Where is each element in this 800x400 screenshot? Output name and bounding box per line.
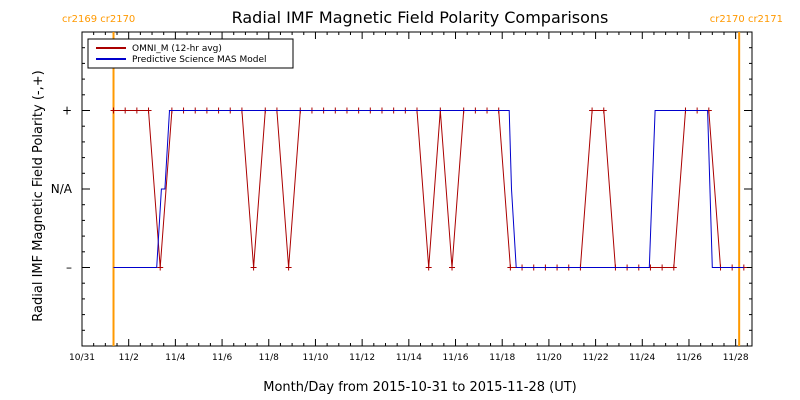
x-tick-label: 11/22 — [583, 353, 609, 363]
series-point — [449, 264, 456, 271]
series-point — [145, 107, 152, 114]
series-point — [250, 264, 257, 271]
legend-box — [87, 38, 294, 69]
series-point — [670, 264, 677, 271]
x-tick-label: 11/26 — [676, 353, 702, 363]
x-tick-label: 11/24 — [629, 353, 655, 363]
x-tick-label: 11/28 — [723, 353, 749, 363]
y-tick-label: – — [66, 261, 72, 275]
series-point — [285, 264, 292, 271]
x-tick-label: 11/20 — [536, 353, 562, 363]
y-tick-label: + — [62, 104, 72, 118]
y-axis-label: Radial IMF Magnetic Field Polarity (-,+) — [31, 70, 46, 321]
carrington-rotation-label: cr2169 cr2170 — [62, 14, 135, 25]
x-tick-label: 11/2 — [119, 353, 139, 363]
x-axis-label: Month/Day from 2015-10-31 to 2015-11-28 … — [263, 380, 576, 395]
series-point — [133, 107, 140, 114]
x-tick-label: 11/16 — [443, 353, 469, 363]
series-point — [122, 107, 129, 114]
x-tick-label: 11/18 — [489, 353, 515, 363]
x-tick-label: 11/12 — [349, 353, 375, 363]
series-point — [589, 107, 596, 114]
x-tick-label: 11/6 — [212, 353, 232, 363]
x-tick-label: 11/8 — [259, 353, 279, 363]
y-tick-label: N/A — [51, 182, 73, 196]
legend-entry: Predictive Science MAS Model — [132, 55, 267, 65]
x-tick-label: 11/4 — [165, 353, 185, 363]
series-point — [110, 107, 117, 114]
legend-entry: OMNI_M (12-hr avg) — [132, 44, 222, 54]
series-point — [507, 264, 514, 271]
legend: OMNI_M (12-hr avg)Predictive Science MAS… — [87, 38, 294, 69]
chart-title: Radial IMF Magnetic Field Polarity Compa… — [232, 8, 609, 27]
x-tick-label: 11/14 — [396, 353, 422, 363]
series-point — [659, 264, 666, 271]
x-tick-label: 10/31 — [69, 353, 95, 363]
series-point — [157, 264, 164, 271]
series-point — [425, 264, 432, 271]
plot-area: 10/31 11/2 11/4 11/6 11/8 11/10 11/12 11/14 11/1… — [51, 14, 783, 363]
series-point — [600, 107, 607, 114]
series-line — [113, 110, 744, 268]
x-tick-label: 11/10 — [302, 353, 328, 363]
carrington-rotation-label: cr2170 cr2171 — [710, 14, 783, 25]
